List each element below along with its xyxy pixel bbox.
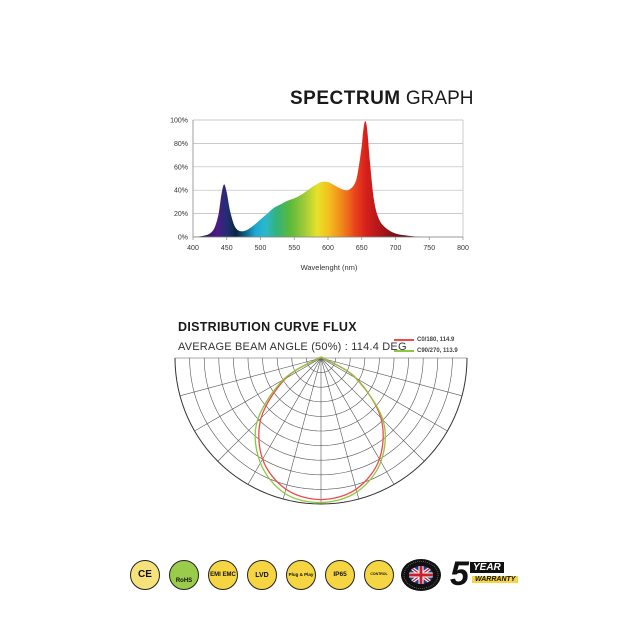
x-tick-label: 650 (356, 245, 368, 252)
spectrum-area (193, 121, 463, 237)
polar-spoke (320, 357, 448, 432)
warranty-label: WARRANTY (472, 576, 519, 583)
x-tick-label: 550 (288, 245, 300, 252)
lvd-icon: LVD (247, 560, 277, 590)
y-tick-label: 0% (178, 235, 188, 242)
legend-label-c0: C0/180, 114.9 (417, 336, 455, 343)
x-tick-label: 600 (322, 245, 334, 252)
warranty-year: YEAR (470, 562, 504, 573)
spectrum-axes: 0% 20% 40% 60% 80% 100% 400 450 500 550 600 650 700 7… (170, 118, 469, 253)
polar-spoke (282, 357, 322, 500)
rohs-icon: RoHS (169, 560, 199, 590)
flux-title: DISTRIBUTION CURVE FLUX (178, 320, 357, 334)
y-tick-label: 60% (174, 164, 188, 171)
uk-flag-icon (401, 559, 441, 591)
legend-swatch-green (394, 349, 414, 352)
polar-spoke (320, 357, 425, 462)
polar-spoke (217, 357, 322, 462)
y-tick-label: 40% (174, 188, 188, 195)
polar-spoke (320, 357, 360, 500)
polar-chart (174, 356, 468, 505)
certification-badges: CE RoHS EMI EMC LVD Plug & Play IP65 CON… (126, 555, 519, 599)
plug-and-play-icon: Plug & Play (286, 560, 316, 590)
ce-mark-icon: CE (130, 560, 160, 590)
legend-item-c0: C0/180, 114.9 (394, 334, 458, 345)
x-tick-label: 800 (457, 245, 469, 252)
legend-label-c90: C90/270, 113.9 (417, 347, 458, 354)
x-tick-label: 400 (187, 245, 199, 252)
x-tick-label: 750 (423, 245, 435, 252)
legend-item-c90: C90/270, 113.9 (394, 345, 458, 356)
polar-spoke (179, 357, 322, 397)
y-tick-label: 20% (174, 211, 188, 218)
x-tick-label: 500 (255, 245, 267, 252)
spectrum-title-bold: SPECTRUM (290, 88, 401, 109)
warranty-number: 5 (450, 555, 469, 593)
y-tick-label: 100% (170, 118, 188, 125)
polar-spoke (194, 357, 322, 432)
emi-emc-icon: EMI EMC (208, 560, 238, 590)
legend-swatch-red (394, 338, 414, 341)
spectrum-chart: 0% 20% 40% 60% 80% 100% 400 450 500 550 600 650 700 7… (170, 118, 469, 273)
flux-legend: C0/180, 114.9 C90/270, 113.9 (394, 334, 458, 356)
spectrum-title-light: GRAPH (405, 88, 474, 109)
spectrum-title: SPECTRUM GRAPH (290, 88, 473, 110)
curve-c90-270 (254, 356, 386, 504)
polar-spoke (320, 357, 463, 397)
polar-curves (254, 356, 386, 504)
polar-spoke (320, 357, 395, 485)
ip65-icon: IP65 (325, 560, 355, 590)
polar-grid (174, 357, 468, 505)
control-icon: CONTROL (364, 560, 394, 590)
polar-spoke (247, 357, 322, 485)
five-year-warranty-icon: 5 YEAR WARRANTY (450, 555, 519, 593)
x-tick-label: 450 (221, 245, 233, 252)
spectrum-x-axis-label: Wavelenght (nm) (301, 263, 358, 272)
y-tick-label: 80% (174, 141, 188, 148)
beam-angle-text: AVERAGE BEAM ANGLE (50%) : 114.4 DEG (178, 341, 407, 353)
x-tick-label: 700 (390, 245, 402, 252)
